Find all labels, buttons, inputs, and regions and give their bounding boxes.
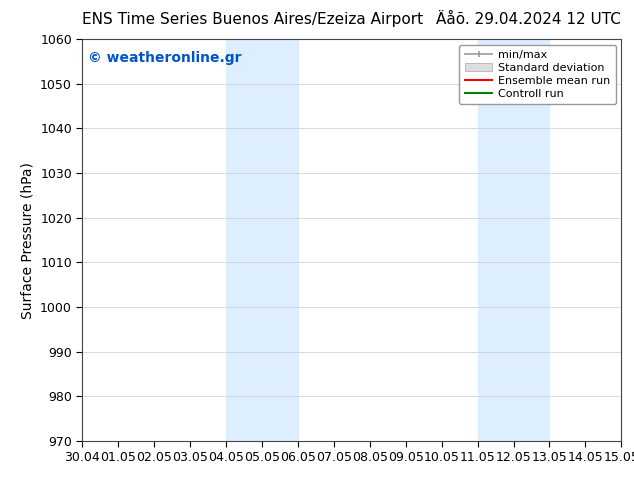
Y-axis label: Surface Pressure (hPa): Surface Pressure (hPa) [20, 162, 35, 318]
Text: Äåõ. 29.04.2024 12 UTC: Äåõ. 29.04.2024 12 UTC [436, 12, 621, 27]
Text: © weatheronline.gr: © weatheronline.gr [87, 51, 242, 65]
Bar [226, 39, 298, 441]
Legend: min/max, Standard deviation, Ensemble mean run, Controll run: min/max, Standard deviation, Ensemble me… [459, 45, 616, 104]
Bar [477, 39, 550, 441]
Text: ENS Time Series Buenos Aires/Ezeiza Airport: ENS Time Series Buenos Aires/Ezeiza Airp… [82, 12, 424, 27]
